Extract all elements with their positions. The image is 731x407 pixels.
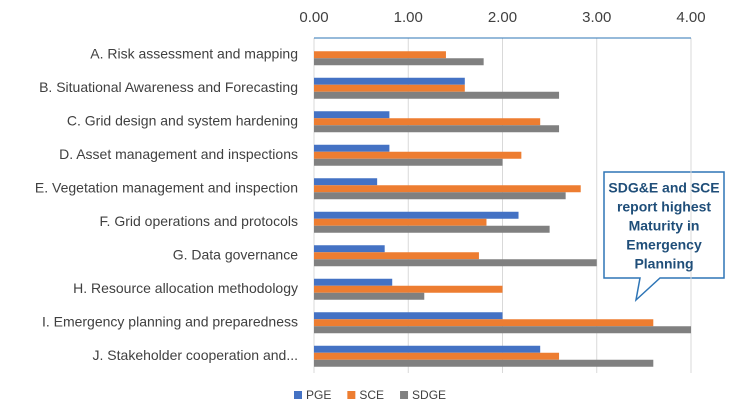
bar	[314, 77, 465, 85]
annotation: Maturity in	[629, 218, 700, 234]
x-tick-label: 4.00	[676, 9, 705, 26]
bar	[314, 252, 479, 260]
legend-swatch	[294, 391, 302, 399]
y-tick-label: J. Stakeholder cooperation and...	[93, 347, 298, 363]
bar	[314, 345, 541, 353]
bar	[314, 185, 581, 193]
bar	[314, 178, 378, 186]
annotation: SDG&E and SCE	[608, 180, 719, 196]
bar	[314, 192, 566, 200]
bar	[314, 111, 390, 119]
bar	[314, 118, 541, 126]
x-tick-label: 0.00	[299, 9, 328, 26]
bar	[314, 319, 654, 327]
bar	[314, 91, 560, 99]
bar	[314, 285, 503, 293]
bar	[314, 211, 519, 219]
legend-label: PGE	[306, 388, 331, 402]
x-tick-label: 2.00	[488, 9, 517, 26]
x-tick-label: 3.00	[582, 9, 611, 26]
legend-label: SCE	[359, 388, 384, 402]
bar	[314, 292, 425, 300]
legend-label: SDGE	[412, 388, 446, 402]
legend-swatch	[400, 391, 409, 399]
bar	[314, 245, 385, 253]
bar	[314, 51, 446, 59]
y-tick-label: E. Vegetation management and inspection	[35, 179, 298, 195]
y-tick-label: B. Situational Awareness and Forecasting	[39, 79, 298, 95]
y-tick-label: H. Resource allocation methodology	[73, 280, 298, 296]
bar	[314, 144, 390, 152]
bar	[314, 278, 393, 286]
annotation: Planning	[634, 256, 693, 272]
bar	[314, 326, 691, 334]
bar	[314, 218, 487, 226]
bar	[314, 359, 654, 367]
legend-swatch	[347, 391, 356, 399]
bar	[314, 352, 560, 360]
bar	[314, 312, 503, 320]
x-tick-label: 1.00	[394, 9, 423, 26]
bar	[314, 151, 522, 159]
y-tick-label: F. Grid operations and protocols	[100, 213, 298, 229]
bar	[314, 125, 560, 133]
bar	[314, 84, 465, 92]
bar	[314, 259, 597, 267]
y-tick-label: D. Asset management and inspections	[59, 146, 298, 162]
bar	[314, 225, 550, 233]
bar	[314, 158, 503, 166]
callout-box	[603, 171, 725, 303]
bar	[314, 58, 484, 66]
annotation: Emergency	[626, 237, 702, 253]
y-tick-label: A. Risk assessment and mapping	[90, 45, 298, 61]
y-tick-label: G. Data governance	[173, 246, 299, 262]
y-tick-label: I. Emergency planning and preparedness	[42, 313, 298, 329]
annotation: report highest	[617, 199, 711, 215]
y-tick-label: C. Grid design and system hardening	[67, 112, 298, 128]
